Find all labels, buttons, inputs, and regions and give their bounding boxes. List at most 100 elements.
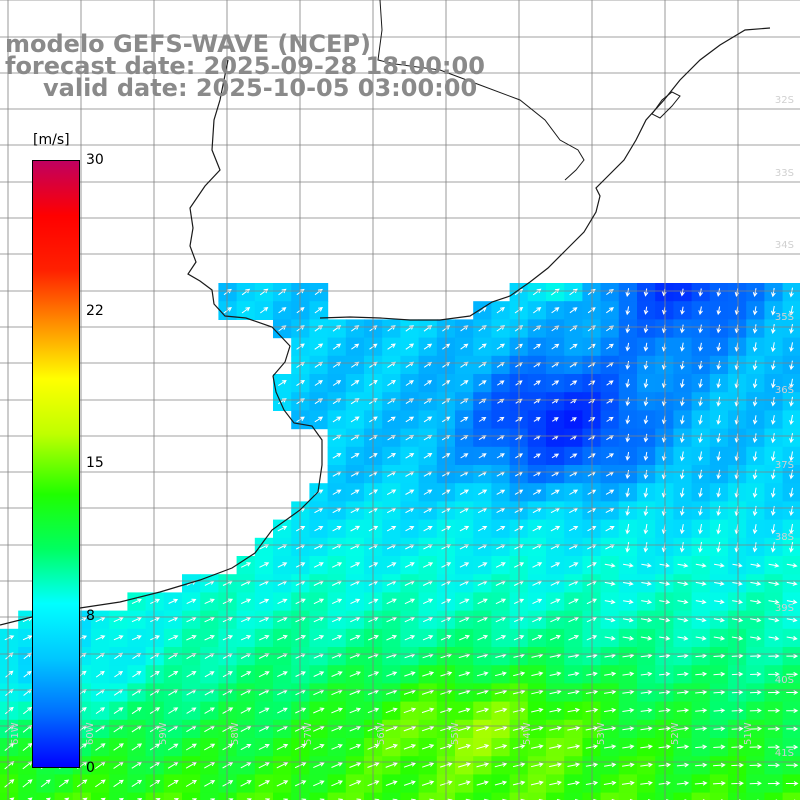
wind-arrow xyxy=(752,324,758,334)
wind-speed-cell xyxy=(527,792,547,800)
wind-arrow xyxy=(643,433,649,443)
wind-arrow xyxy=(259,562,270,568)
wind-arrow xyxy=(770,342,776,353)
wind-arrow xyxy=(677,563,689,568)
wind-arrow xyxy=(658,708,671,713)
wind-arrow xyxy=(168,598,179,604)
wind-arrow xyxy=(698,342,703,352)
wind-arrow xyxy=(204,707,215,714)
wind-arrow xyxy=(640,653,653,659)
wind-arrow xyxy=(349,762,362,768)
wind-arrow xyxy=(768,653,780,659)
wind-arrow xyxy=(604,563,616,568)
wind-arrow xyxy=(549,780,562,786)
wind-arrow xyxy=(750,671,762,677)
wind-arrow xyxy=(659,581,671,586)
wind-arrow xyxy=(533,417,541,422)
wind-arrow xyxy=(677,599,689,605)
wind-arrow xyxy=(770,433,776,444)
wind-arrow xyxy=(465,798,471,800)
wind-arrow xyxy=(731,635,744,641)
wind-arrow xyxy=(495,616,507,623)
wind-arrow xyxy=(349,744,362,750)
wind-arrow xyxy=(771,397,776,407)
wind-arrow xyxy=(752,396,758,407)
wind-speed-cell xyxy=(218,792,238,800)
wind-arrow xyxy=(222,707,234,714)
wind-arrow xyxy=(786,581,798,586)
wind-arrow xyxy=(643,306,649,315)
wind-arrow xyxy=(731,617,744,623)
wind-arrow xyxy=(640,744,653,750)
wind-arrow xyxy=(567,707,581,713)
wind-arrow xyxy=(586,598,598,605)
wind-arrow xyxy=(276,762,289,769)
wind-arrow xyxy=(569,380,578,386)
wind-arrow xyxy=(132,671,142,678)
wind-arrow xyxy=(423,526,433,532)
wind-arrow xyxy=(478,343,487,350)
wind-arrow xyxy=(385,780,398,786)
wind-arrow xyxy=(386,598,397,605)
wind-arrow xyxy=(476,707,490,713)
wind-arrow xyxy=(659,599,671,605)
wind-arrow xyxy=(240,707,252,714)
wind-arrow xyxy=(277,525,288,532)
wind-arrow xyxy=(676,744,690,750)
wind-arrow xyxy=(459,562,470,568)
wind-arrow xyxy=(550,525,561,532)
wind-arrow xyxy=(277,598,288,605)
wind-arrow xyxy=(46,797,51,800)
wind-arrow xyxy=(550,634,561,641)
wind-arrow xyxy=(350,598,361,605)
wind-arrow xyxy=(95,707,106,715)
wind-arrow xyxy=(313,762,325,769)
wind-arrow xyxy=(240,780,252,787)
wind-arrow xyxy=(643,342,649,352)
wind-arrow xyxy=(749,708,762,713)
wind-arrow xyxy=(533,453,541,459)
wind-arrow xyxy=(332,343,342,350)
valid-date: valid date: 2025-10-05 03:00:00 xyxy=(43,74,478,102)
wind-speed-cell xyxy=(54,792,74,800)
lon-label: 54W xyxy=(522,722,533,745)
wind-arrow xyxy=(606,343,614,350)
wind-speed-cell xyxy=(673,792,693,800)
wind-arrow xyxy=(349,725,362,732)
wind-arrow xyxy=(549,726,562,731)
wind-arrow xyxy=(587,489,597,495)
wind-arrow xyxy=(356,798,362,800)
wind-speed-cell xyxy=(473,792,492,800)
wind-arrow xyxy=(604,707,617,713)
wind-speed-cell xyxy=(18,792,37,800)
wind-arrow xyxy=(716,288,722,297)
wind-arrow xyxy=(204,743,216,751)
wind-arrow xyxy=(789,396,794,407)
wind-arrow xyxy=(568,562,579,568)
wind-arrow xyxy=(240,671,252,678)
wind-arrow xyxy=(240,598,252,605)
wind-arrow xyxy=(113,616,124,623)
wind-arrow xyxy=(95,616,106,623)
model-title: modelo GEFS-WAVE (NCEP) xyxy=(5,30,371,58)
wind-arrow xyxy=(549,689,562,695)
wind-arrow xyxy=(679,506,685,516)
wind-arrow xyxy=(551,380,560,386)
wind-arrow xyxy=(204,762,216,769)
wind-arrow xyxy=(713,744,726,750)
wind-arrow xyxy=(458,707,471,713)
wind-arrow xyxy=(605,489,615,495)
wind-arrow xyxy=(422,562,434,568)
lat-label: 41S xyxy=(774,748,794,759)
wind-arrow xyxy=(695,581,707,586)
wind-arrow xyxy=(713,762,726,768)
wind-arrow xyxy=(260,306,269,314)
wind-arrow xyxy=(659,671,671,677)
wind-arrow xyxy=(405,453,415,459)
wind-arrow xyxy=(567,780,581,786)
wind-arrow xyxy=(458,780,471,786)
wind-arrow xyxy=(716,342,722,352)
wind-arrow xyxy=(606,288,614,295)
wind-arrow xyxy=(604,744,617,749)
wind-arrow xyxy=(625,505,630,517)
